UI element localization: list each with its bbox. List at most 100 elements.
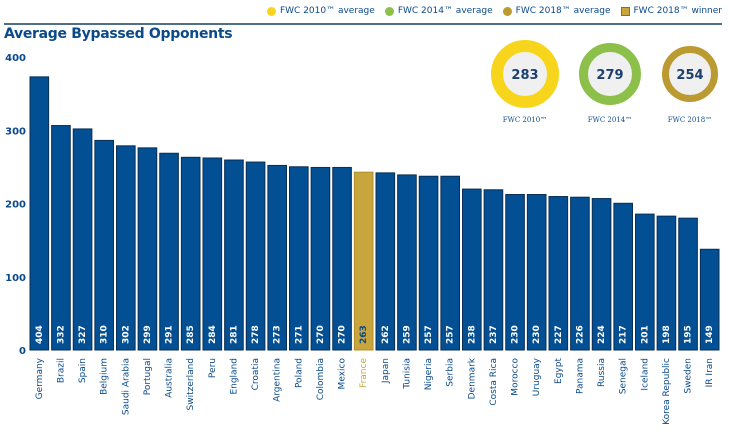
average-donut <box>491 40 559 108</box>
bar-value-label: 198 <box>662 325 672 344</box>
bar <box>505 193 525 351</box>
bar-value-label: 149 <box>705 325 715 344</box>
bar-value-label: 201 <box>640 325 650 344</box>
category-label: Japan <box>381 358 391 384</box>
bar <box>137 147 158 351</box>
bar-value-label: 226 <box>575 325 585 344</box>
category-label: Brazil <box>56 358 66 383</box>
average-value: 254 <box>676 68 703 83</box>
bar <box>635 213 655 351</box>
category-label: Belgium <box>100 358 110 395</box>
bar <box>332 166 352 351</box>
bar-value-label: 310 <box>100 325 110 344</box>
bar-value-label: 237 <box>489 325 499 344</box>
y-tick-label: 100 <box>5 273 26 284</box>
category-label: Colombia <box>316 358 326 400</box>
bar-value-label: 257 <box>424 325 434 344</box>
bar-value-label: 273 <box>273 325 283 344</box>
category-label: Morocco <box>511 358 521 396</box>
legend-label: FWC 2010™ average <box>279 6 375 16</box>
bar <box>116 145 136 351</box>
bar <box>289 166 309 351</box>
bar <box>418 175 439 351</box>
bar <box>159 152 179 351</box>
category-label: Iceland <box>640 358 650 391</box>
bar <box>72 128 93 351</box>
header-divider <box>4 23 722 25</box>
bar-value-label: 238 <box>467 325 477 344</box>
average-donut <box>579 43 641 105</box>
bar-winner <box>353 171 374 351</box>
category-label: France <box>359 358 369 388</box>
bar-value-label: 224 <box>597 325 607 344</box>
bar <box>202 157 223 351</box>
bar-value-label: 263 <box>359 325 369 344</box>
category-label: Tunisia <box>402 358 412 390</box>
y-tick-label: 200 <box>5 200 26 211</box>
bar <box>613 202 633 351</box>
bar <box>267 164 287 351</box>
legend-item: FWC 2010™ average <box>266 6 375 16</box>
category-label: Costa Rica <box>489 358 499 406</box>
legend-dot-marker <box>502 6 512 16</box>
category-label: Australia <box>165 358 175 398</box>
bar-value-label: 230 <box>532 325 542 344</box>
legend: FWC 2010™ average FWC 2014™ average FWC 20… <box>266 6 723 16</box>
bar <box>678 217 698 351</box>
bar-value-label: 332 <box>56 325 66 344</box>
average-donut <box>662 46 718 102</box>
category-label: Serbia <box>446 358 456 387</box>
chart-title: Average Bypassed Opponents <box>4 26 233 42</box>
legend-label: FWC 2018™ average <box>515 6 611 16</box>
bar-value-label: 281 <box>229 325 239 344</box>
bar-value-label: 227 <box>554 325 564 344</box>
bar <box>591 198 612 351</box>
legend-label: FWC 2018™ winner <box>633 6 723 16</box>
y-tick-label: 400 <box>5 53 26 64</box>
category-label: Korea Republic <box>662 358 672 425</box>
bar-value-label: 195 <box>684 325 694 344</box>
legend-label: FWC 2014™ average <box>397 6 493 16</box>
bar <box>570 196 590 351</box>
bar-value-label: 285 <box>186 325 196 344</box>
category-label: IR Iran <box>705 358 715 387</box>
bar-value-label: 262 <box>381 325 391 344</box>
category-label: Mexico <box>338 358 348 390</box>
bar <box>51 125 71 351</box>
average-value: 279 <box>596 68 623 83</box>
bar-value-label: 270 <box>338 325 348 344</box>
bar <box>375 172 396 351</box>
average-label: FWC 2018™ <box>668 116 712 124</box>
bar <box>29 76 50 351</box>
bar-value-label: 270 <box>316 325 326 344</box>
bar-value-label: 230 <box>511 325 521 344</box>
category-label: Saudi Arabia <box>121 358 131 415</box>
category-label: Portugal <box>143 358 153 395</box>
bar <box>94 139 114 351</box>
bar <box>180 156 201 351</box>
bar-value-label: 404 <box>35 325 45 344</box>
bar <box>656 215 677 351</box>
category-label: Germany <box>35 357 45 399</box>
category-label: Panama <box>575 358 585 394</box>
legend-dot-marker <box>266 6 276 16</box>
bar-value-label: 302 <box>121 325 131 344</box>
category-label: Senegal <box>619 358 629 394</box>
category-label: England <box>229 358 239 395</box>
category-label: Spain <box>78 358 88 383</box>
bar-value-label: 217 <box>619 325 629 344</box>
bar <box>526 193 547 351</box>
bar-value-label: 299 <box>143 325 153 344</box>
category-label: Uruguay <box>532 357 542 396</box>
bar <box>440 175 460 351</box>
legend-item: FWC 2018™ winner <box>620 6 723 16</box>
bar-value-label: 291 <box>165 325 175 344</box>
category-label: Egypt <box>554 358 564 384</box>
bar-value-label: 259 <box>402 325 412 344</box>
bar <box>548 196 569 351</box>
y-tick-label: 0 <box>19 346 26 357</box>
bar <box>310 166 331 351</box>
category-label: Peru <box>208 358 218 378</box>
average-label: FWC 2014™ <box>588 116 632 124</box>
